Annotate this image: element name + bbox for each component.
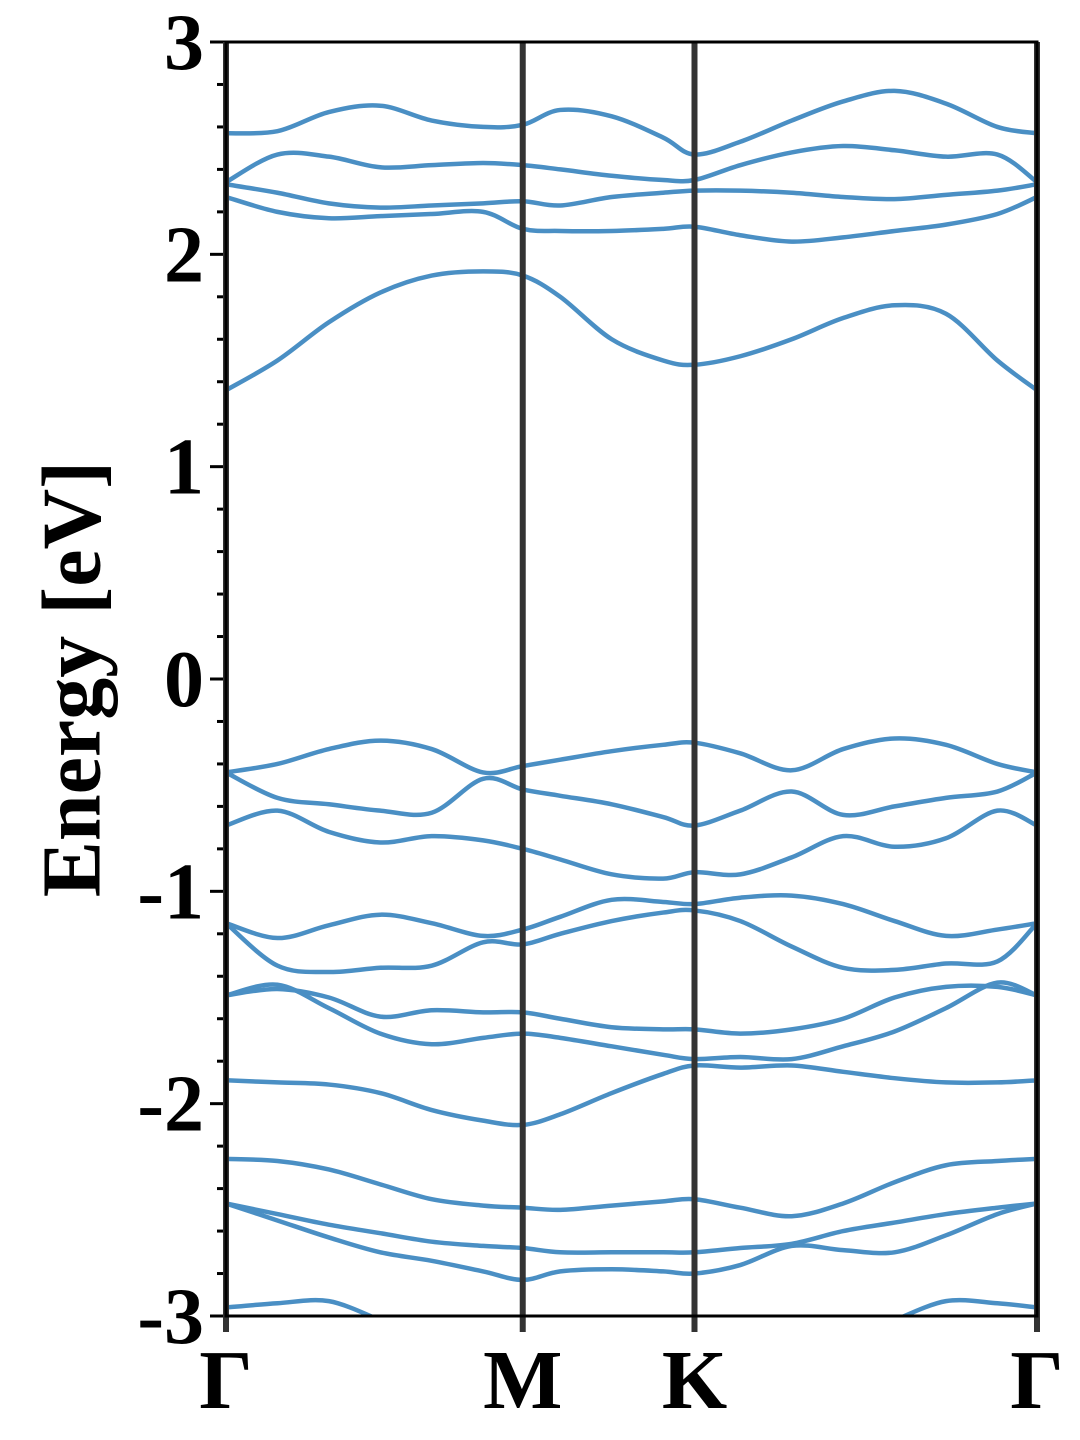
x-tick-label: Γ	[199, 1334, 252, 1427]
band-line	[226, 1201, 1037, 1283]
y-tick-label: 3	[164, 0, 204, 87]
band-line	[226, 194, 1037, 244]
plot-frame	[224, 40, 1039, 1318]
band-line	[226, 1201, 1037, 1255]
band-line	[226, 269, 1037, 393]
y-tick-label: 2	[164, 211, 204, 299]
y-tick-label: 1	[164, 424, 204, 512]
y-tick-label: 0	[164, 636, 204, 724]
y-axis-label: Energy [eV]	[25, 461, 118, 897]
x-tick-label: K	[662, 1334, 727, 1427]
y-tick-label: -2	[137, 1061, 204, 1149]
band-line	[226, 143, 1037, 185]
band-line	[226, 736, 1037, 776]
bands	[226, 88, 1037, 1316]
band-line	[226, 980, 1037, 1062]
band-line	[226, 1062, 1037, 1128]
band-line	[226, 907, 1037, 975]
y-tick-label: -1	[137, 848, 204, 936]
band-line	[226, 1156, 1037, 1219]
band-line	[226, 808, 1037, 881]
band-line	[226, 88, 1037, 157]
band-line	[226, 983, 1037, 1036]
band-line	[226, 1297, 1037, 1316]
band-line	[226, 182, 1037, 210]
x-tick-label: M	[483, 1334, 562, 1427]
band-line	[226, 893, 1037, 941]
y-tick-label: -3	[137, 1273, 204, 1361]
x-tick-label: Γ	[1010, 1334, 1063, 1427]
band-line	[226, 770, 1037, 828]
